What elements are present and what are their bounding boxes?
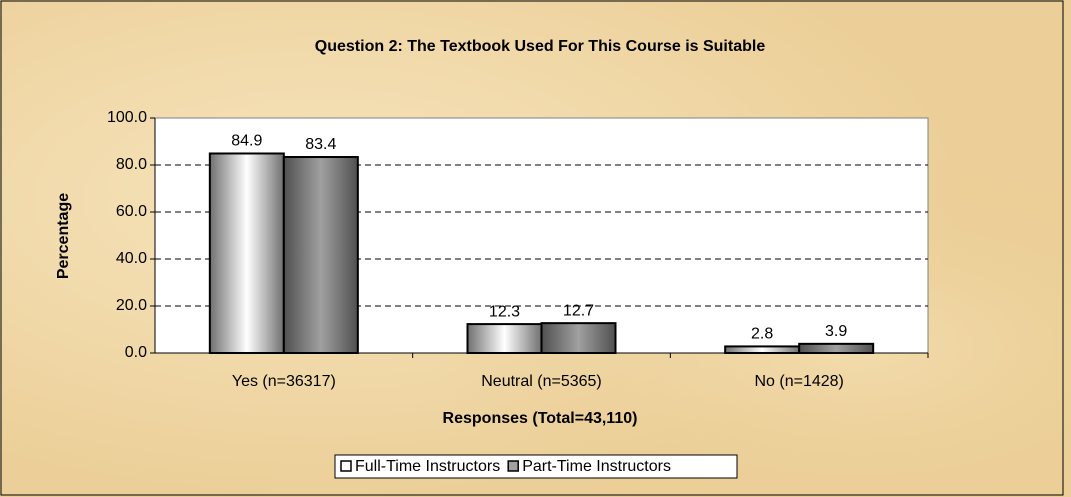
legend-swatch [507,460,519,472]
y-tick-label: 0.0 [125,344,147,361]
bar [466,323,543,355]
bar [798,342,875,354]
data-label: 3.9 [825,323,847,340]
bar [208,152,285,354]
data-label: 2.8 [751,326,773,343]
chart-title: Question 2: The Textbook Used For This C… [315,38,766,55]
legend-swatch [340,460,352,472]
legend [334,454,738,479]
y-axis-title: Percentage [55,193,72,279]
legend-label: Full-Time Instructors [355,458,500,475]
x-tick-label: Yes (n=36317) [232,373,336,390]
data-label: 84.9 [231,133,262,150]
y-tick-label: 100.0 [107,109,147,126]
data-label: 83.4 [305,136,336,153]
data-label: 12.3 [489,303,520,320]
data-label: 12.7 [563,302,594,319]
y-tick-label: 60.0 [116,203,147,220]
x-tick-label: No (n=1428) [754,373,843,390]
y-tick-label: 40.0 [116,250,147,267]
bar [724,345,801,355]
x-tick-label: Neutral (n=5365) [481,373,602,390]
y-tick-label: 80.0 [116,156,147,173]
legend-label: Part-Time Instructors [522,458,671,475]
bar [282,156,359,354]
x-axis-title: Responses (Total=43,110) [443,410,638,427]
y-tick-label: 20.0 [116,297,147,314]
bar [540,322,617,354]
